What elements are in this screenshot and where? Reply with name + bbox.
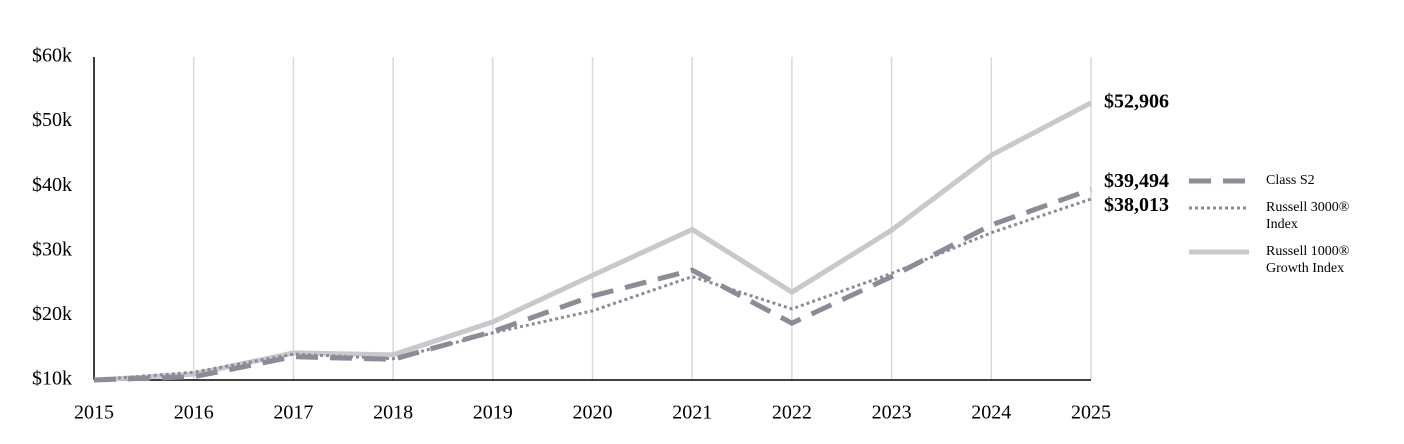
value-label: $39,494 xyxy=(1104,170,1169,192)
legend-item: Russell 1000® Growth Index xyxy=(1189,243,1366,277)
x-tick-label: 2024 xyxy=(971,402,1011,424)
x-tick-label: 2019 xyxy=(473,402,513,424)
legend-item: Russell 3000® Index xyxy=(1189,199,1366,233)
x-tick-label: 2023 xyxy=(872,402,912,424)
legend-label: Russell 1000® Growth Index xyxy=(1266,244,1350,276)
legend-swatch xyxy=(1189,249,1249,255)
y-tick-label: $40k xyxy=(32,174,72,196)
y-tick-label: $60k xyxy=(32,45,72,67)
y-tick-label: $50k xyxy=(32,109,72,131)
series-line xyxy=(93,197,1092,382)
y-tick-label: $20k xyxy=(32,303,72,325)
value-label: $38,013 xyxy=(1104,194,1169,216)
x-tick-label: 2016 xyxy=(174,402,214,424)
y-tick-label: $10k xyxy=(32,368,72,390)
series-line xyxy=(93,187,1092,383)
x-tick-label: 2020 xyxy=(573,402,613,424)
legend-swatch xyxy=(1189,178,1249,184)
y-tick-label: $30k xyxy=(32,238,72,260)
x-tick-label: 2021 xyxy=(672,402,712,424)
legend: Class S2 Russell 3000® Index Russell 1000®… xyxy=(1189,172,1366,287)
x-tick-label: 2018 xyxy=(373,402,413,424)
value-label: $52,906 xyxy=(1104,90,1169,112)
legend-label: Russell 3000® Index xyxy=(1266,200,1350,232)
legend-swatch xyxy=(1189,206,1249,210)
legend-label: Class S2 xyxy=(1266,173,1315,188)
legend-item: Class S2 xyxy=(1189,172,1366,189)
x-tick-label: 2015 xyxy=(74,402,114,424)
x-tick-label: 2017 xyxy=(273,402,313,424)
x-tick-label: 2025 xyxy=(1071,402,1111,424)
x-tick-label: 2022 xyxy=(772,402,812,424)
series-line xyxy=(93,100,1093,383)
